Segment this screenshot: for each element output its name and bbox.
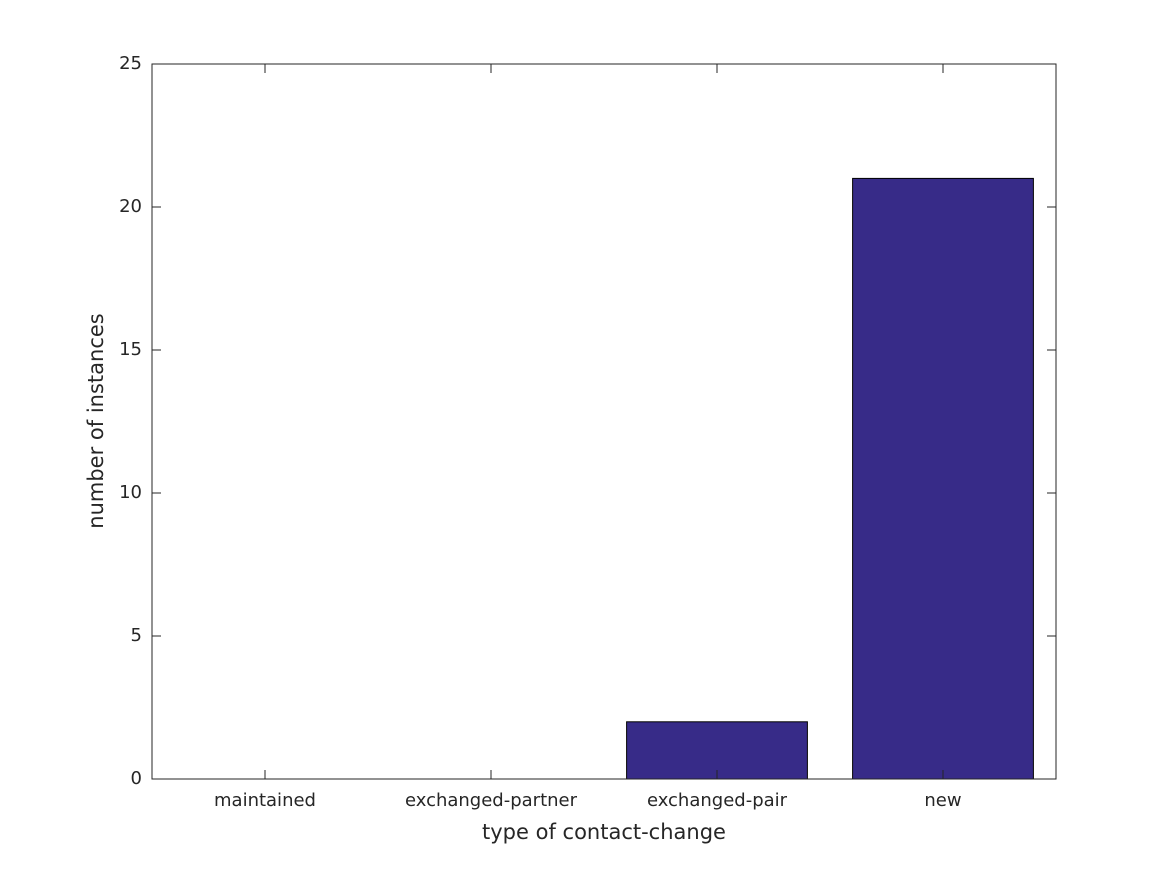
y-tick-label: 10: [119, 482, 142, 503]
bar: [852, 177, 1034, 780]
x-axis-label: type of contact-change: [482, 820, 726, 844]
x-tick-label: maintained: [214, 790, 316, 811]
x-tick-label: new: [924, 790, 961, 811]
y-tick-label: 5: [131, 625, 142, 646]
axes-box: [151, 63, 1057, 780]
x-tick-label: exchanged-pair: [647, 790, 788, 811]
y-tick-label: 25: [119, 53, 142, 74]
x-tick-label: exchanged-partner: [405, 790, 578, 811]
y-axis-label: number of instances: [84, 313, 108, 528]
y-tick-label: 20: [119, 196, 142, 217]
y-tick-label: 0: [131, 768, 142, 789]
y-tick-label: 15: [119, 339, 142, 360]
